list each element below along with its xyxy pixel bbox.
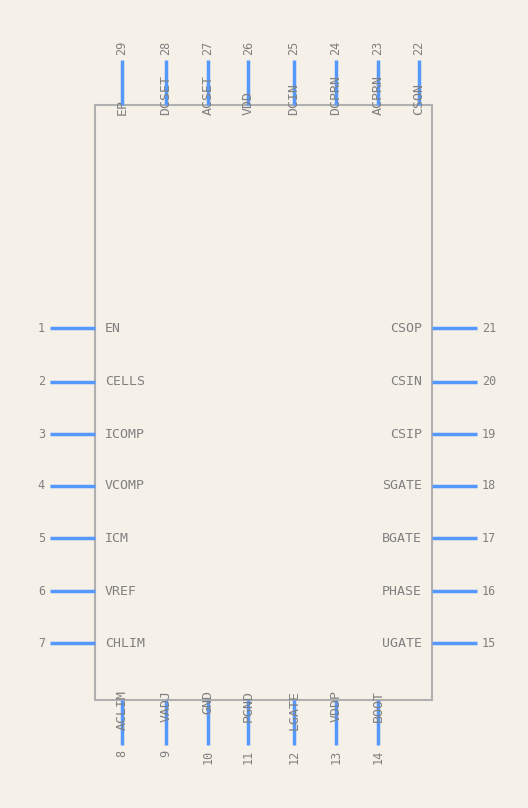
Text: 28: 28 — [159, 40, 172, 55]
Text: 2: 2 — [38, 375, 45, 388]
Text: VREF: VREF — [105, 585, 137, 598]
Text: 6: 6 — [38, 585, 45, 598]
Text: 11: 11 — [242, 750, 255, 764]
Text: VCOMP: VCOMP — [105, 479, 145, 492]
Text: PHASE: PHASE — [382, 585, 422, 598]
Text: EN: EN — [105, 322, 121, 335]
Text: 22: 22 — [412, 40, 425, 55]
Text: 23: 23 — [372, 40, 384, 55]
Text: 3: 3 — [38, 427, 45, 440]
Text: 20: 20 — [482, 375, 496, 388]
Text: CELLS: CELLS — [105, 375, 145, 388]
Text: 19: 19 — [482, 427, 496, 440]
Text: 1: 1 — [38, 322, 45, 335]
Text: VADJ: VADJ — [159, 690, 172, 722]
Text: 26: 26 — [242, 40, 255, 55]
Text: 18: 18 — [482, 479, 496, 492]
Text: BOOT: BOOT — [372, 690, 384, 722]
Text: CSIP: CSIP — [390, 427, 422, 440]
Text: 21: 21 — [482, 322, 496, 335]
Text: LGATE: LGATE — [287, 690, 300, 730]
Text: VDDP: VDDP — [329, 690, 343, 722]
Text: 8: 8 — [116, 750, 128, 757]
Text: 10: 10 — [201, 750, 214, 764]
Text: ICM: ICM — [105, 532, 129, 545]
Text: SGATE: SGATE — [382, 479, 422, 492]
Text: ACLIM: ACLIM — [116, 690, 128, 730]
Text: 9: 9 — [159, 750, 172, 757]
Text: 16: 16 — [482, 585, 496, 598]
Text: 4: 4 — [38, 479, 45, 492]
Bar — [95, 105, 432, 700]
Text: PGND: PGND — [242, 690, 255, 722]
Text: EP: EP — [116, 99, 128, 115]
Text: CSOP: CSOP — [390, 322, 422, 335]
Text: CSON: CSON — [412, 83, 425, 115]
Text: 7: 7 — [38, 637, 45, 650]
Text: ACSET: ACSET — [201, 75, 214, 115]
Text: 14: 14 — [372, 750, 384, 764]
Text: DCSET: DCSET — [159, 75, 172, 115]
Text: BGATE: BGATE — [382, 532, 422, 545]
Text: DCPRN: DCPRN — [329, 75, 343, 115]
Text: 25: 25 — [287, 40, 300, 55]
Text: VDD: VDD — [242, 91, 255, 115]
Text: 5: 5 — [38, 532, 45, 545]
Text: UGATE: UGATE — [382, 637, 422, 650]
Text: ACPRN: ACPRN — [372, 75, 384, 115]
Text: 27: 27 — [201, 40, 214, 55]
Text: 17: 17 — [482, 532, 496, 545]
Text: 29: 29 — [116, 40, 128, 55]
Text: ICOMP: ICOMP — [105, 427, 145, 440]
Text: 15: 15 — [482, 637, 496, 650]
Text: CHLIM: CHLIM — [105, 637, 145, 650]
Text: GND: GND — [201, 690, 214, 714]
Text: CSIN: CSIN — [390, 375, 422, 388]
Text: 12: 12 — [287, 750, 300, 764]
Text: DCIN: DCIN — [287, 83, 300, 115]
Text: 24: 24 — [329, 40, 343, 55]
Text: 13: 13 — [329, 750, 343, 764]
